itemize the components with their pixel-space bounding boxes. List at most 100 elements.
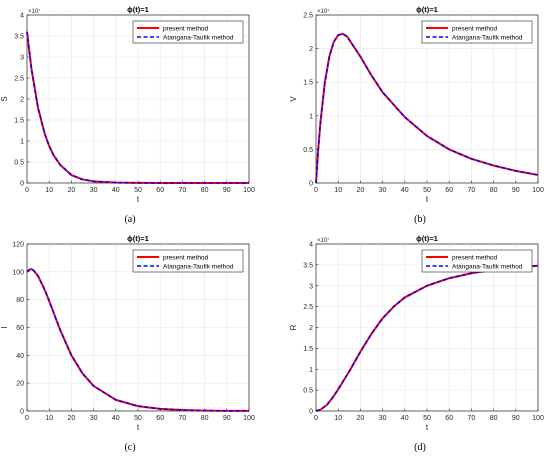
legend-box xyxy=(421,249,533,273)
x-tick-label: 60 xyxy=(156,415,164,422)
x-tick-label: 70 xyxy=(468,187,476,194)
legend-label: Atangana-Taufik method xyxy=(452,34,523,41)
legend-label: Atangana-Taufik method xyxy=(163,34,234,41)
y-tick-label: 3.5 xyxy=(14,34,24,41)
x-tick-label: 90 xyxy=(223,187,231,194)
panel-caption: (a) xyxy=(124,214,135,225)
y-tick-label: 20 xyxy=(16,381,24,388)
x-tick-label: 100 xyxy=(243,415,255,422)
panel-c: 0 10 20 30 40 50 60 70 80 90 100 0 20 40 60 80 100 120 ϕ(t… xyxy=(0,234,255,453)
x-tick-label: 80 xyxy=(490,187,498,194)
y-tick-label: 120 xyxy=(12,242,24,249)
y-tick-label: 0 xyxy=(20,181,24,188)
y-tick-label: 40 xyxy=(16,353,24,360)
x-tick-label: 0 xyxy=(25,415,29,422)
y-tick-label: 1.5 xyxy=(14,118,24,125)
x-axis-label: t xyxy=(426,195,429,204)
legend-label: Atangana-Taufik method xyxy=(163,263,234,270)
x-tick-label: 10 xyxy=(334,415,342,422)
legend: present method Atangana-Taufik method xyxy=(421,20,533,44)
x-tick-label: 0 xyxy=(314,187,318,194)
panel-caption: (c) xyxy=(124,442,135,453)
x-axis-label: t xyxy=(426,423,429,432)
x-tick-label: 50 xyxy=(134,187,142,194)
y-tick-label: 4 xyxy=(20,13,24,20)
y-tick-label: 2.5 xyxy=(303,13,313,20)
axes-box xyxy=(26,243,250,412)
x-tick-label: 100 xyxy=(532,187,544,194)
y-axis-label: R xyxy=(289,324,298,330)
x-tick-label: 100 xyxy=(532,415,544,422)
x-tick-label: 90 xyxy=(512,187,520,194)
x-tick-label: 10 xyxy=(334,187,342,194)
axes-box xyxy=(315,14,539,184)
x-tick-label: 60 xyxy=(445,187,453,194)
y-exponent-label: ×10⁷ xyxy=(317,237,329,244)
x-tick-label: 20 xyxy=(357,187,365,194)
y-tick-label: 0 xyxy=(309,409,313,416)
y-tick-label: 80 xyxy=(16,297,24,304)
y-axis-label: V xyxy=(289,96,298,102)
panel-a: 0 10 20 30 40 50 60 70 80 90 100 0 0.5 1 1.5 2 2.5 3 3.5 4 ϕ… xyxy=(0,5,255,225)
x-axis-label: t xyxy=(137,195,140,204)
y-tick-label: 1 xyxy=(309,367,313,374)
legend: present method Atangana-Taufik method xyxy=(132,20,244,44)
y-tick-label: 1 xyxy=(20,139,24,146)
chart-title: ϕ(t)=1 xyxy=(127,234,149,243)
panel-d: 0 10 20 30 40 50 60 70 80 90 100 0 0.5 1 1.5 2 2.5 3 3.5 4 ϕ… xyxy=(289,234,544,453)
y-exponent-label: ×10⁷ xyxy=(28,8,40,15)
y-tick-label: 0.5 xyxy=(303,388,313,395)
series-line-atangana-taufik xyxy=(315,264,539,412)
y-tick-label: 60 xyxy=(16,325,24,332)
x-tick-label: 30 xyxy=(90,415,98,422)
x-tick-label: 50 xyxy=(134,415,142,422)
y-tick-label: 2 xyxy=(309,325,313,332)
x-tick-label: 30 xyxy=(379,187,387,194)
x-tick-label: 80 xyxy=(201,187,209,194)
legend: present method Atangana-Taufik method xyxy=(421,249,533,273)
y-tick-label: 100 xyxy=(12,269,24,276)
x-tick-label: 0 xyxy=(314,415,318,422)
x-tick-label: 40 xyxy=(112,187,120,194)
y-tick-label: 3.5 xyxy=(303,262,313,269)
x-tick-label: 20 xyxy=(68,187,76,194)
y-exponent-label: ×10⁷ xyxy=(317,8,329,15)
x-tick-label: 80 xyxy=(201,415,209,422)
legend-label: present method xyxy=(452,254,498,261)
x-tick-label: 80 xyxy=(490,415,498,422)
x-tick-label: 30 xyxy=(379,415,387,422)
x-tick-label: 100 xyxy=(243,187,255,194)
panel-b: 0 10 20 30 40 50 60 70 80 90 100 0 0.5 1 1.5 2 2.5 ϕ(t)=1… xyxy=(289,5,544,225)
x-tick-label: 50 xyxy=(423,415,431,422)
x-tick-label: 60 xyxy=(445,415,453,422)
x-tick-label: 10 xyxy=(45,187,53,194)
chart-title: ϕ(t)=1 xyxy=(127,5,149,14)
legend-label: present method xyxy=(163,25,209,32)
series-line-atangana-taufik xyxy=(26,268,250,412)
y-tick-label: 0 xyxy=(309,181,313,188)
x-tick-label: 90 xyxy=(223,415,231,422)
x-tick-label: 70 xyxy=(179,187,187,194)
x-tick-label: 30 xyxy=(90,187,98,194)
x-tick-label: 40 xyxy=(112,415,120,422)
x-tick-label: 10 xyxy=(45,415,53,422)
y-tick-label: 1.5 xyxy=(303,80,313,87)
panel-caption: (d) xyxy=(414,442,426,453)
x-tick-label: 50 xyxy=(423,187,431,194)
axes-box xyxy=(315,243,539,412)
y-tick-label: 1 xyxy=(309,113,313,120)
legend-label: present method xyxy=(452,25,498,32)
x-tick-label: 90 xyxy=(512,415,520,422)
x-tick-label: 20 xyxy=(68,415,76,422)
series-line-atangana-taufik xyxy=(26,31,249,184)
x-tick-label: 60 xyxy=(156,187,164,194)
panel-caption: (b) xyxy=(414,214,426,225)
y-axis-label: I xyxy=(0,326,9,328)
x-tick-label: 0 xyxy=(25,187,29,194)
y-tick-label: 4 xyxy=(309,242,313,249)
y-tick-label: 3 xyxy=(20,55,24,62)
y-tick-label: 2.5 xyxy=(14,76,24,83)
x-tick-label: 70 xyxy=(179,415,187,422)
y-tick-label: 2.5 xyxy=(303,304,313,311)
